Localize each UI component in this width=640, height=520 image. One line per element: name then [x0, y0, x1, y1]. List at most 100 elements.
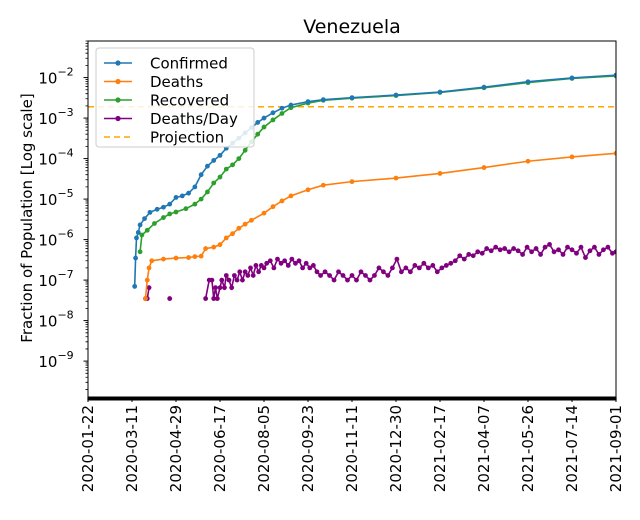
point-deaths-day-69 — [434, 269, 440, 275]
point-deaths-day-45 — [327, 273, 332, 278]
point-confirmed-12 — [186, 190, 191, 196]
x-tick-label-4: 2020-08-05 — [255, 405, 273, 492]
point-confirmed-16 — [211, 158, 217, 163]
legend-marker-deaths-day — [115, 115, 121, 122]
point-deaths-21 — [305, 187, 311, 193]
point-deaths-day-16 — [231, 273, 237, 278]
x-tick-label-11: 2021-07-14 — [563, 405, 581, 492]
point-deaths-day-13 — [223, 273, 229, 278]
point-deaths-5 — [173, 255, 179, 261]
legend-marker-deaths — [115, 78, 121, 85]
point-confirmed-0 — [132, 283, 138, 289]
point-deaths-day-2 — [146, 285, 152, 291]
point-deaths-day-54 — [367, 277, 373, 283]
point-confirmed-25 — [270, 110, 276, 116]
point-confirmed-26 — [279, 105, 285, 111]
point-deaths-day-48 — [340, 273, 346, 278]
point-deaths-18 — [270, 204, 276, 210]
point-deaths-9 — [203, 246, 209, 251]
point-deaths-day-38 — [300, 265, 306, 271]
point-deaths-28 — [569, 154, 575, 160]
point-confirmed-2 — [134, 235, 139, 241]
point-deaths-day-41 — [310, 263, 316, 268]
point-deaths-day-72 — [448, 260, 454, 266]
series-confirmed — [132, 72, 616, 289]
y-tick-label-2: 10−7 — [38, 268, 73, 290]
point-deaths-6 — [186, 255, 191, 260]
x-tick-label-7: 2020-12-30 — [387, 405, 405, 492]
point-confirmed-9 — [167, 201, 173, 207]
point-deaths-day-32 — [278, 260, 284, 266]
point-deaths-day-97 — [560, 252, 566, 257]
point-deaths-day-42 — [314, 269, 320, 275]
point-deaths-day-109 — [613, 249, 616, 255]
legend-label-deaths-day: Deaths/Day — [150, 110, 238, 128]
x-tick-label-8: 2021-02-17 — [431, 405, 449, 492]
point-deaths-day-21 — [245, 273, 251, 278]
point-recovered-5 — [167, 211, 173, 217]
point-deaths-day-93 — [542, 244, 548, 250]
y-tick-label-4: 10−5 — [38, 187, 73, 209]
x-tick-label-0: 2020-01-22 — [79, 405, 97, 492]
point-deaths-day-59 — [390, 265, 395, 271]
point-confirmed-3 — [135, 230, 141, 235]
point-deaths-day-9 — [214, 296, 220, 301]
x-tick-label-2: 2020-04-29 — [167, 405, 185, 492]
axes-frame — [87, 40, 617, 398]
y-axis-label: Fraction of Population [Log scale] — [18, 93, 36, 342]
y-tick-label-3: 10−6 — [38, 228, 73, 250]
point-confirmed-17 — [217, 152, 223, 158]
point-deaths-day-39 — [303, 260, 309, 266]
point-deaths-day-56 — [376, 265, 382, 271]
point-recovered-9 — [198, 196, 204, 202]
point-deaths-day-7 — [211, 296, 217, 301]
point-confirmed-10 — [173, 195, 179, 200]
point-confirmed-32 — [437, 89, 443, 95]
point-recovered-3 — [152, 221, 157, 226]
point-deaths-day-34 — [285, 263, 291, 268]
point-deaths-1 — [144, 277, 150, 283]
point-recovered-12 — [217, 174, 223, 180]
point-deaths-0 — [143, 296, 148, 301]
point-deaths-day-78 — [475, 249, 481, 255]
point-deaths-day-27 — [261, 265, 267, 271]
point-deaths-day-6 — [209, 277, 215, 283]
point-recovered-13 — [223, 166, 229, 172]
point-deaths-day-89 — [524, 244, 530, 250]
point-deaths-day-101 — [578, 244, 584, 250]
point-deaths-day-52 — [358, 269, 364, 275]
point-deaths-day-33 — [282, 258, 288, 264]
point-deaths-day-103 — [587, 248, 593, 254]
point-deaths-3 — [149, 258, 155, 264]
point-deaths-13 — [230, 231, 235, 237]
point-deaths-day-73 — [452, 258, 458, 264]
point-deaths-day-51 — [354, 277, 359, 283]
point-deaths-day-23 — [250, 273, 256, 278]
point-confirmed-11 — [179, 193, 185, 199]
point-deaths-day-58 — [385, 273, 391, 278]
point-deaths-11 — [217, 242, 223, 248]
point-deaths-day-106 — [601, 247, 606, 253]
point-confirmed-24 — [261, 115, 267, 121]
y-tick-label-6: 10−3 — [38, 106, 73, 128]
point-deaths-day-40 — [307, 265, 313, 271]
point-recovered-20 — [270, 117, 276, 123]
point-deaths-day-10 — [217, 285, 223, 291]
point-deaths-day-29 — [267, 258, 273, 264]
x-tick-label-3: 2020-06-17 — [211, 405, 229, 492]
point-deaths-20 — [288, 193, 294, 199]
point-deaths-day-71 — [443, 263, 449, 268]
point-recovered-1 — [139, 232, 145, 238]
point-recovered-7 — [183, 206, 189, 212]
point-deaths-day-4 — [203, 296, 209, 301]
point-confirmed-33 — [481, 84, 487, 90]
point-deaths-day-94 — [547, 242, 552, 247]
legend-box — [95, 47, 255, 148]
point-deaths-day-19 — [240, 277, 245, 283]
point-deaths-day-44 — [322, 269, 328, 275]
point-deaths-day-64 — [412, 263, 418, 268]
point-deaths-day-91 — [533, 246, 539, 251]
point-deaths-23 — [349, 179, 355, 185]
point-confirmed-35 — [569, 75, 575, 81]
